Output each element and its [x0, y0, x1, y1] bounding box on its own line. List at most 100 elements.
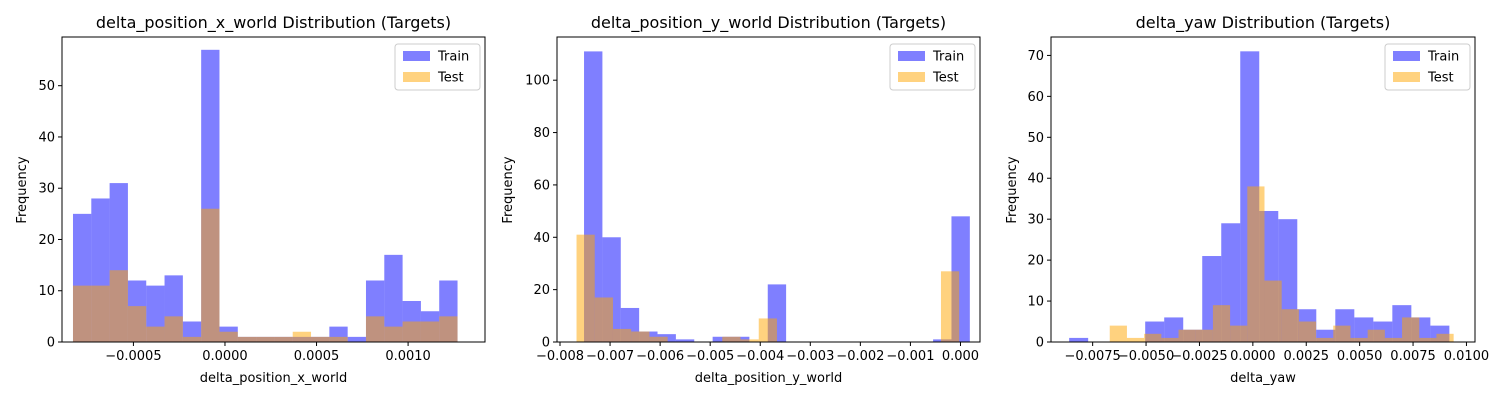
- histogram-bar-test: [649, 336, 668, 342]
- y-tick-label: 0: [542, 336, 550, 351]
- legend-label-test: Test: [1427, 71, 1454, 86]
- y-axis-label: Frequency: [501, 156, 516, 223]
- x-tick-label: −0.006: [636, 349, 684, 364]
- histogram-bar-test: [256, 336, 275, 342]
- histogram-bar-test: [109, 270, 128, 342]
- y-tick-label: 10: [38, 284, 55, 299]
- y-tick-label: 30: [1027, 213, 1044, 228]
- y-tick-label: 0: [47, 336, 55, 351]
- histogram-bar-test: [1281, 309, 1299, 342]
- histogram-bar-train: [712, 336, 732, 342]
- y-tick-label: 10: [1027, 295, 1044, 310]
- legend-swatch-train: [898, 51, 925, 61]
- histogram-bar-test: [612, 328, 632, 342]
- histogram-bar-test: [1264, 280, 1282, 342]
- histogram-bar-test: [740, 339, 759, 342]
- x-tick-label: 0.0050: [1337, 349, 1383, 364]
- legend-label-train: Train: [437, 50, 469, 65]
- legend-swatch-train: [1393, 51, 1420, 61]
- histogram-bar-test: [1402, 317, 1420, 342]
- histogram-bar-test: [1436, 333, 1454, 342]
- histogram-bar-test: [237, 336, 257, 342]
- x-tick-label: 0.0010: [385, 349, 431, 364]
- histogram-bar-test: [1333, 325, 1351, 342]
- histogram-bar-train: [1164, 317, 1184, 342]
- x-tick-label: −0.004: [736, 349, 784, 364]
- legend-label-train: Train: [1427, 50, 1459, 65]
- histogram-bar-train: [675, 339, 695, 342]
- legend-swatch-test: [1393, 72, 1420, 82]
- x-tick-label: −0.005: [686, 349, 734, 364]
- histogram-bar-test: [402, 321, 421, 342]
- histogram-bar-test: [722, 336, 741, 342]
- histogram-bar-test: [1212, 305, 1231, 342]
- histogram-bar-test: [201, 208, 220, 342]
- y-tick-label: 40: [38, 130, 55, 145]
- histogram-bar-test: [1109, 325, 1127, 342]
- histogram-bar-test: [72, 285, 92, 342]
- histogram-bar-test: [384, 326, 403, 342]
- y-tick-label: 70: [1027, 49, 1044, 64]
- histogram-bar-test: [164, 316, 183, 342]
- y-tick-label: 40: [1027, 172, 1044, 187]
- y-tick-label: 80: [533, 126, 550, 141]
- histogram-bars: [576, 51, 970, 343]
- histogram-bar-test: [146, 326, 165, 342]
- y-tick-label: 40: [533, 231, 550, 246]
- histogram-bar-test: [1161, 337, 1179, 342]
- histogram-bar-test: [1247, 186, 1265, 342]
- histogram-bars: [1069, 51, 1454, 342]
- legend-swatch-test: [403, 72, 430, 82]
- histogram-bar-test: [274, 336, 293, 342]
- y-tick-label: 20: [533, 283, 550, 298]
- histogram-bar-test: [1367, 329, 1385, 342]
- x-axis-label: delta_position_y_world: [695, 371, 842, 386]
- histogram-bar-test: [758, 318, 777, 342]
- legend: Train Test: [394, 43, 481, 91]
- x-tick-label: −0.0050: [1118, 349, 1174, 364]
- histogram-bar-test: [1195, 329, 1213, 342]
- legend-label-test: Test: [932, 71, 959, 86]
- histogram-bar-train: [347, 336, 366, 342]
- histogram-bar-train: [384, 254, 403, 342]
- x-tick-label: 0.0100: [1444, 349, 1490, 364]
- histogram-bars: [72, 49, 458, 342]
- x-tick-label: 0.0075: [1390, 349, 1436, 364]
- histogram-bar-test: [576, 234, 595, 342]
- legend: Train Test: [1384, 43, 1471, 91]
- x-tick-label: 0.0025: [1284, 349, 1330, 364]
- x-tick-label: −0.002: [836, 349, 884, 364]
- y-tick-label: 20: [38, 233, 55, 248]
- histogram-bar-test: [1144, 333, 1162, 342]
- panel-title: delta_position_x_world Distribution (Tar…: [96, 13, 451, 33]
- y-tick-label: 0: [1036, 336, 1044, 351]
- y-axis-label: Frequency: [1005, 156, 1020, 223]
- legend-swatch-train: [403, 51, 430, 61]
- histogram-bar-test: [1384, 337, 1403, 342]
- legend-swatch-test: [898, 72, 925, 82]
- plot-frame: [1050, 36, 1476, 343]
- x-axis-label: delta_position_x_world: [200, 371, 347, 386]
- histogram-bar-train: [1069, 337, 1089, 342]
- histogram-bar-test: [91, 285, 110, 342]
- histogram-bar-test: [127, 306, 147, 342]
- histogram-bar-test: [1419, 337, 1437, 342]
- histogram-bar-test: [1298, 321, 1317, 342]
- histogram-panel-y-world: delta_position_y_world Distribution (Tar…: [501, 13, 981, 386]
- x-tick-label: −0.0005: [105, 349, 161, 364]
- histogram-bar-test: [365, 316, 385, 342]
- x-tick-label: −0.0025: [1171, 349, 1227, 364]
- legend: Train Test: [889, 43, 976, 91]
- panel-title: delta_position_y_world Distribution (Tar…: [591, 13, 946, 33]
- histogram-bar-test: [1316, 337, 1334, 342]
- x-tick-label: 0.000: [942, 349, 979, 364]
- x-tick-label: −0.0075: [1064, 349, 1120, 364]
- plot-frame: [61, 36, 486, 343]
- legend-label-test: Test: [437, 71, 464, 86]
- legend-label-train: Train: [932, 50, 964, 65]
- histogram-panel-yaw: delta_yaw Distribution (Targets) delta_y…: [1005, 13, 1489, 386]
- x-axis-label: delta_yaw: [1230, 371, 1296, 386]
- histogram-panel-x-world: delta_position_x_world Distribution (Tar…: [15, 13, 486, 386]
- histogram-bar-test: [439, 316, 458, 342]
- x-tick-label: 0.0000: [1230, 349, 1276, 364]
